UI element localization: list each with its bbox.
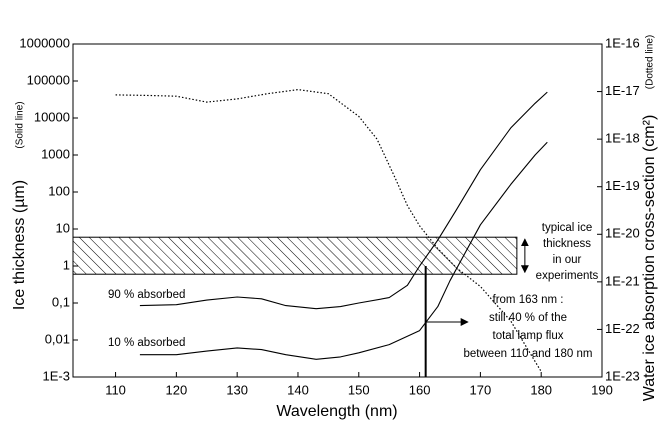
- annotation: total lamp flux: [493, 330, 564, 342]
- x-tick-label: 180: [530, 382, 552, 397]
- y-tick-label: 1000000: [19, 35, 70, 50]
- x-axis-label: Wavelength (nm): [276, 403, 397, 420]
- x-tick-label: 170: [470, 382, 492, 397]
- x-tick-label: 130: [226, 382, 248, 397]
- series-label: 90 % absorbed: [108, 289, 185, 301]
- y2-tick-label: 1E-18: [605, 131, 640, 146]
- annotation: in our: [553, 254, 582, 266]
- y2-tick-label: 1E-20: [605, 226, 640, 241]
- dotted-line: [115, 89, 542, 372]
- y2-axis-sublabel: (Dotted line): [645, 35, 656, 89]
- plot-frame: [72, 43, 603, 378]
- y-tick-label: 0,1: [52, 294, 70, 309]
- y-tick-label: 1E-3: [43, 368, 70, 383]
- x-tick-label: 120: [166, 382, 188, 397]
- y-tick-label: 1000: [41, 146, 70, 161]
- y-tick-label: 10000: [34, 109, 70, 124]
- x-tick-label: 150: [348, 382, 370, 397]
- y-tick-label: 0,01: [45, 331, 70, 346]
- annotation: between 110 and 180 nm: [464, 348, 593, 360]
- y2-tick-label: 1E-23: [605, 368, 640, 383]
- y2-tick-label: 1E-22: [605, 321, 640, 336]
- y2-tick-label: 1E-16: [605, 35, 640, 50]
- solid-line: [139, 141, 548, 360]
- y-tick-label: 10: [56, 220, 70, 235]
- y-tick-label: 100000: [27, 72, 70, 87]
- annotation: experiments: [536, 270, 599, 282]
- annotation: from 163 nm :: [493, 294, 564, 306]
- x-tick-label: 110: [105, 382, 126, 397]
- x-tick-label: 160: [409, 382, 431, 397]
- annotation: typical ice: [542, 222, 593, 234]
- y2-tick-label: 1E-19: [605, 178, 640, 193]
- y-tick-label: 100: [48, 183, 70, 198]
- y2-axis-label: Water ice absorption cross-section (cm²): [641, 115, 658, 402]
- annotation: still 40 % of the: [489, 312, 567, 324]
- hatched-region: [72, 236, 518, 275]
- y2-tick-label: 1E-17: [605, 83, 640, 98]
- y-axis-label: Ice thickness (µm): [11, 180, 28, 310]
- y-axis-sublabel: (Solid line): [15, 101, 26, 148]
- y2-tick-label: 1E-21: [605, 273, 640, 288]
- series-label: 10 % absorbed: [108, 337, 185, 349]
- x-tick-label: 190: [591, 382, 613, 397]
- annotation: thickness: [543, 238, 591, 250]
- x-tick-label: 140: [287, 382, 309, 397]
- solid-line: [139, 91, 548, 310]
- y-tick-label: 1: [63, 257, 70, 272]
